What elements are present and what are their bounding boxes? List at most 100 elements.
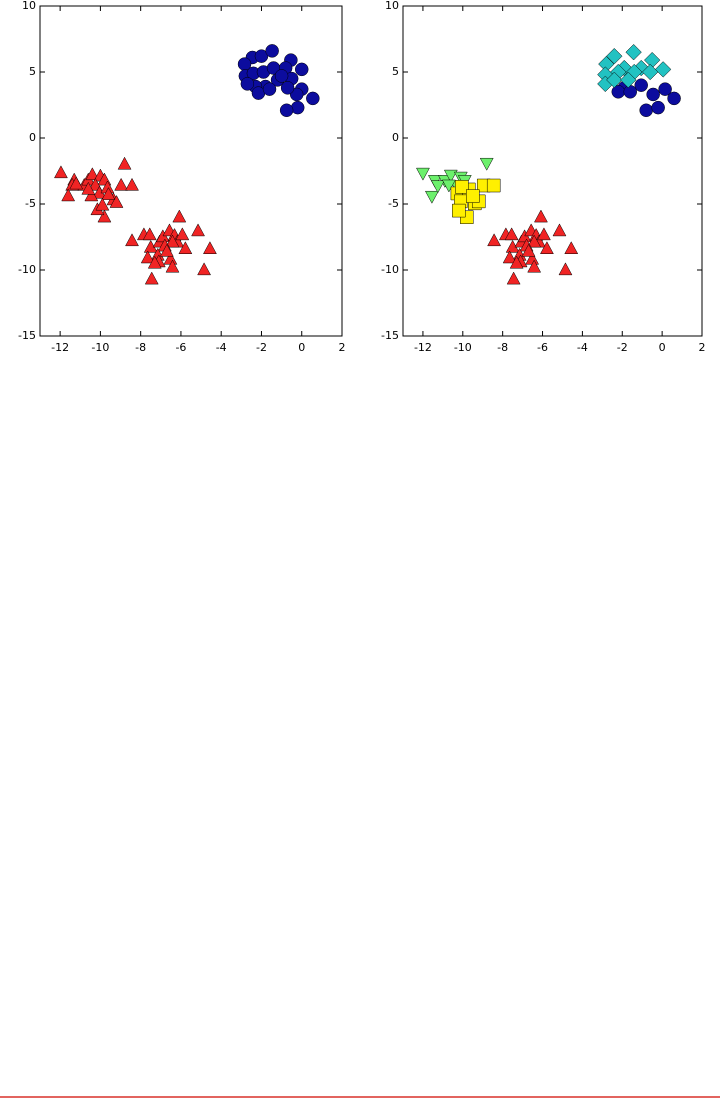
data-point (175, 227, 190, 241)
data-point (534, 209, 548, 223)
plot-frame (39, 5, 343, 337)
data-point (262, 82, 277, 96)
data-point (147, 255, 162, 269)
data-point (634, 78, 648, 92)
data-point (159, 243, 174, 257)
data-point (646, 87, 660, 102)
y-tick-label: -5 (388, 197, 399, 210)
data-point (539, 241, 554, 255)
data-point (97, 209, 112, 223)
data-point (69, 176, 84, 190)
y-tick-label: 10 (385, 0, 399, 12)
x-tick-label: -6 (537, 341, 548, 354)
data-point (101, 187, 116, 200)
data-point (558, 262, 573, 276)
data-point (125, 233, 139, 247)
data-point (178, 241, 193, 255)
data-point (654, 61, 672, 78)
data-point (172, 209, 187, 223)
plot: -12 -10 -8 -6 -4 -2 0 2 -15 -10 -5 0 5 10 (18, 0, 345, 354)
x-tick-label: -10 (91, 341, 109, 354)
data-point (290, 100, 305, 115)
data-point (639, 103, 653, 118)
data-point (552, 223, 567, 237)
data-point (424, 190, 439, 204)
y-tick-label: -10 (18, 263, 36, 276)
data-point (658, 82, 672, 96)
data-point (85, 167, 100, 181)
x-tick-label: 0 (298, 341, 305, 354)
data-point (625, 44, 642, 61)
data-point (306, 91, 320, 106)
y-tick-label: -10 (381, 263, 399, 276)
x-tick-label: -6 (175, 341, 186, 354)
y-tick-label: 0 (392, 131, 399, 144)
data-point (144, 271, 159, 285)
data-point (237, 57, 252, 71)
data-point (487, 233, 502, 247)
data-point (125, 177, 139, 191)
x-tick-label: -8 (135, 341, 146, 354)
plot-frame (402, 5, 703, 337)
data-point (240, 77, 255, 91)
data-point (197, 262, 212, 276)
y-tick-label: 5 (29, 65, 36, 78)
data-point (620, 71, 637, 89)
plot: -12 -10 -8 -6 -4 -2 0 2 -15 -10 -5 0 5 10 (381, 0, 705, 354)
x-tick-label: -10 (454, 341, 472, 354)
data-point (443, 169, 458, 183)
x-tick-label: -2 (617, 341, 628, 354)
data-point (504, 227, 519, 241)
data-point (564, 241, 579, 255)
data-point (430, 180, 445, 194)
x-tick-label: -8 (497, 341, 508, 354)
data-point (441, 179, 456, 193)
data-point (142, 227, 157, 241)
data-point (294, 62, 309, 77)
data-point (81, 181, 96, 195)
x-tick-label: 0 (659, 341, 666, 354)
x-tick-label: -12 (414, 341, 432, 354)
data-point (279, 103, 294, 118)
data-point (61, 188, 76, 202)
data-point (606, 71, 623, 89)
data-point (95, 197, 110, 211)
y-tick-label: 5 (392, 65, 399, 78)
data-point (114, 177, 129, 191)
data-point (117, 156, 132, 170)
data-point (509, 255, 524, 269)
x-tick-label: -12 (51, 341, 69, 354)
x-tick-label: 2 (339, 341, 346, 354)
x-tick-label: -4 (577, 341, 588, 354)
data-point (502, 250, 517, 264)
data-point (203, 241, 217, 255)
data-point (452, 203, 466, 218)
data-point (84, 188, 99, 202)
y-tick-label: -15 (18, 329, 36, 342)
data-point (265, 44, 279, 58)
data-point (140, 250, 155, 264)
x-tick-label: 2 (699, 341, 706, 354)
y-tick-label: 10 (22, 0, 36, 12)
data-point (479, 157, 494, 171)
data-point (527, 234, 542, 248)
data-point (191, 223, 205, 237)
data-point (642, 63, 659, 81)
data-point (274, 69, 289, 83)
data-point (537, 227, 551, 241)
data-point (651, 100, 665, 115)
data-point (54, 165, 68, 179)
data-point (165, 234, 180, 248)
data-point (527, 259, 542, 273)
x-tick-label: -4 (216, 341, 227, 354)
data-point (486, 178, 501, 193)
data-point (506, 271, 521, 285)
data-point (466, 189, 480, 203)
x-tick-label: -2 (256, 341, 267, 354)
y-tick-label: -5 (25, 197, 36, 210)
data-point (623, 85, 637, 99)
y-tick-label: 0 (29, 131, 36, 144)
y-tick-label: -15 (381, 329, 399, 342)
